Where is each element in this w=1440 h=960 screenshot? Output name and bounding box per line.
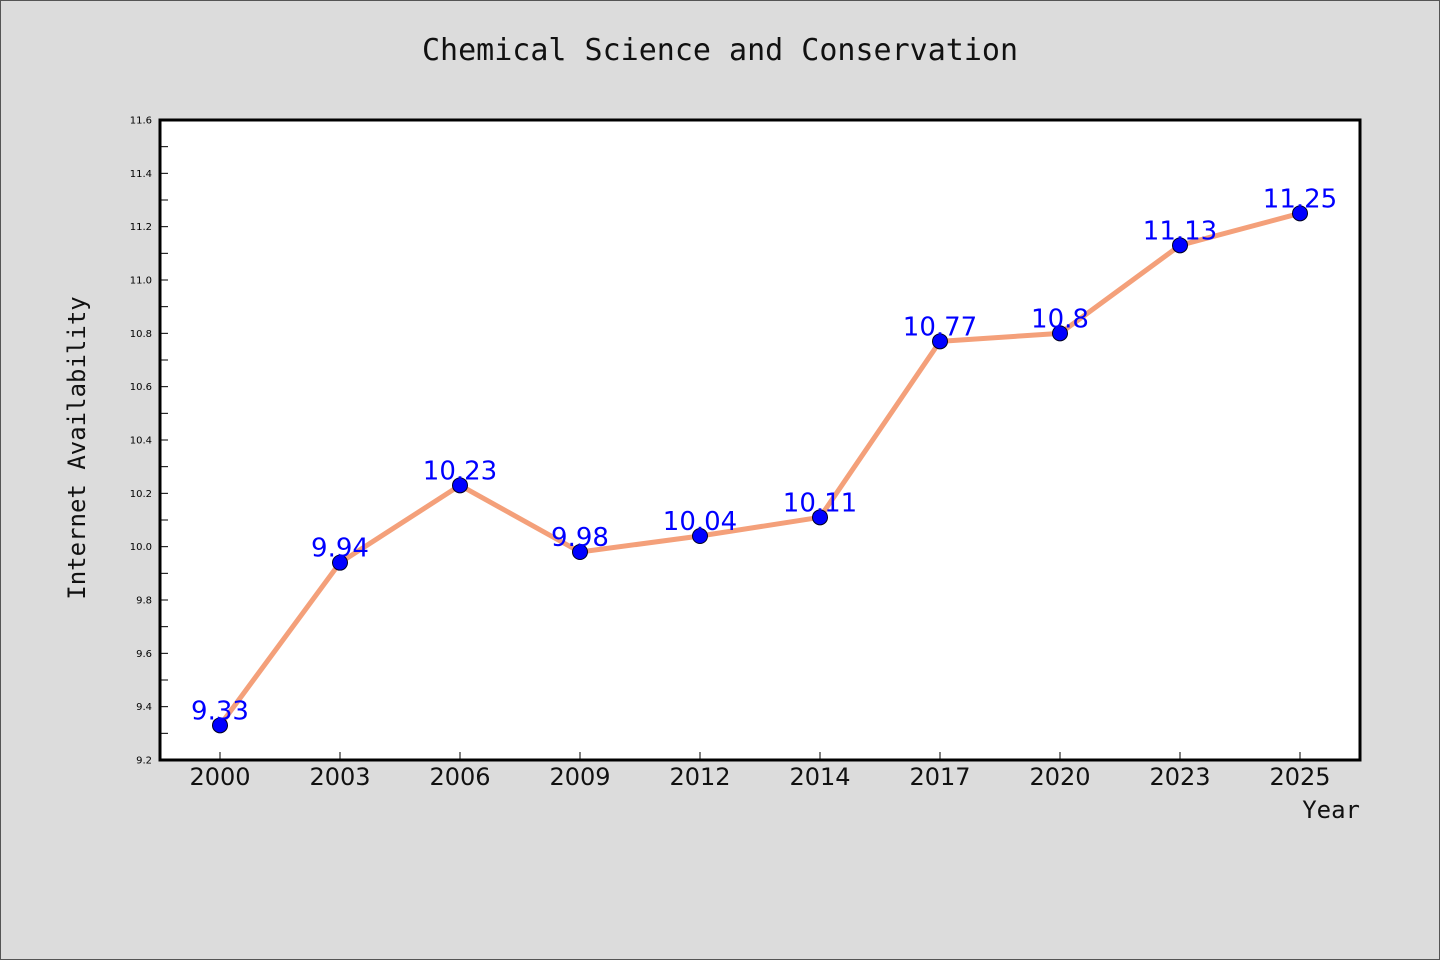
data-point [1172, 237, 1188, 254]
x-tick-label: 2003 [309, 763, 370, 791]
data-label: 9.33 [191, 696, 249, 726]
y-tick-label: 10.2 [130, 489, 152, 500]
data-label: 10.77 [903, 312, 977, 342]
series-line [217, 210, 1303, 728]
data-point [452, 477, 468, 494]
x-axis-label: Year [1302, 796, 1360, 824]
x-tick-label: 2000 [189, 763, 250, 791]
y-tick-label: 9.2 [136, 756, 152, 767]
x-tick-label: 2023 [1149, 763, 1210, 791]
data-label: 10.04 [663, 507, 737, 537]
y-tick-label: 11.4 [130, 169, 152, 180]
data-point [572, 544, 588, 560]
y-tick-label: 9.6 [136, 649, 152, 660]
x-tick-label: 2012 [669, 763, 730, 791]
y-tick-label: 9.4 [136, 702, 152, 713]
data-label: 11.13 [1143, 216, 1217, 246]
data-label: 11.25 [1263, 184, 1337, 214]
y-tick-label: 11.2 [130, 222, 152, 233]
data-point [932, 333, 948, 350]
data-label: 10.23 [423, 456, 497, 486]
y-tick-label: 10.0 [130, 542, 152, 553]
y-tick-label: 10.8 [130, 329, 152, 340]
data-point [692, 528, 708, 544]
y-tick-label: 11.6 [130, 116, 152, 127]
data-point [212, 717, 228, 734]
data-point [812, 509, 828, 526]
y-tick-label: 11.0 [130, 276, 152, 287]
chart-title: Chemical Science and Conservation [421, 33, 1019, 68]
data-point [1292, 205, 1308, 222]
data-label: 10.8 [1031, 304, 1089, 334]
plot-area [158, 118, 1362, 762]
data-label: 9.98 [551, 523, 609, 553]
x-tick-label: 2017 [909, 763, 970, 791]
data-point [332, 554, 348, 571]
y-tick-label: 10.6 [130, 382, 152, 393]
data-point [1052, 325, 1068, 342]
data-label: 9.94 [311, 534, 369, 564]
x-tick-label: 2009 [549, 763, 610, 791]
x-tick-label: 2020 [1029, 763, 1090, 791]
data-label: 10.11 [783, 488, 857, 518]
x-tick-label: 2025 [1269, 763, 1330, 791]
x-tick-label: 2006 [429, 763, 490, 791]
y-tick-label: 9.8 [136, 596, 152, 607]
x-tick-label: 2014 [789, 763, 850, 791]
y-tick-label: 10.4 [130, 436, 152, 447]
